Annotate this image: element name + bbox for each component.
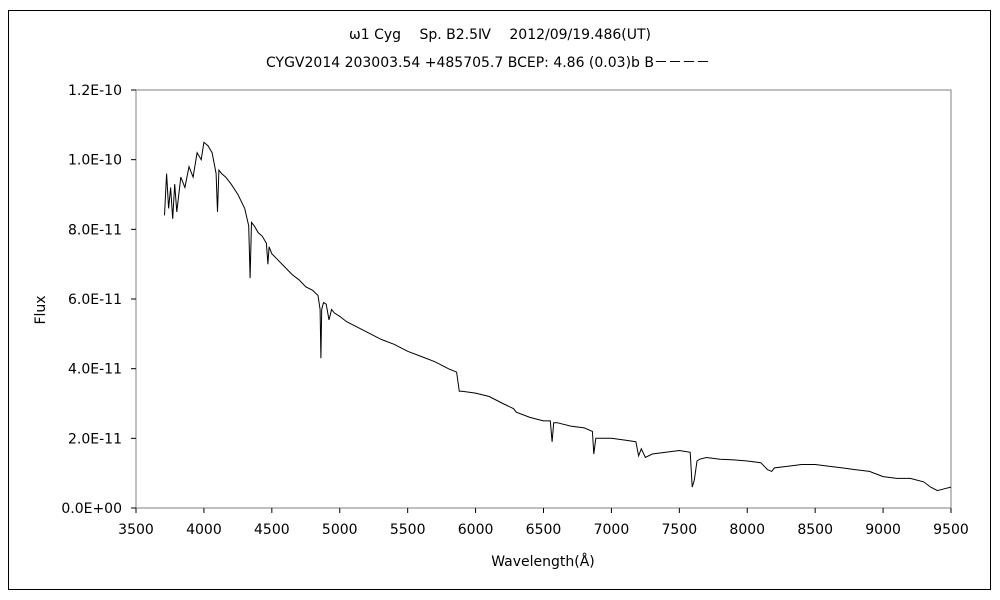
x-tick-label: 7500 xyxy=(662,522,698,538)
x-tick-label: 6500 xyxy=(526,522,562,538)
spectrum-line xyxy=(164,141,952,492)
chart-frame xyxy=(8,10,991,590)
y-tick-label: 6.0E-11 xyxy=(68,292,122,308)
x-tick-label: 7000 xyxy=(594,522,630,538)
plot-area xyxy=(135,89,952,509)
x-tick-label: 8500 xyxy=(797,522,833,538)
chart-title: ω1 Cyg Sp. B2.5Ⅳ 2012/09/19.486(UT) xyxy=(349,27,651,43)
y-tick-label: 2.0E-11 xyxy=(68,431,122,447)
x-tick-label: 6000 xyxy=(458,522,494,538)
x-tick-label: 9500 xyxy=(933,522,969,538)
y-tick-label: 1.2E-10 xyxy=(68,83,122,99)
x-tick-label: 5000 xyxy=(322,522,358,538)
x-axis: 3500 4000 4500 5000 5500 6000 6500 7000 7500 8000… xyxy=(118,508,969,538)
x-tick-label: 4500 xyxy=(254,522,290,538)
y-tick-label: 1.0E-10 xyxy=(68,153,122,169)
x-tick-label: 9000 xyxy=(865,522,901,538)
x-tick-label: 5500 xyxy=(390,522,426,538)
y-tick-label: 0.0E+00 xyxy=(61,501,122,517)
y-tick-label: 4.0E-11 xyxy=(68,362,122,378)
y-axis-label: Flux xyxy=(33,295,49,324)
x-axis-label: Wavelength(Å) xyxy=(491,553,595,570)
chart-subtitle: CYGV2014 203003.54 +485705.7 BCEP: 4.86 … xyxy=(266,55,710,71)
x-tick-label: 3500 xyxy=(118,522,154,538)
x-tick-label: 8000 xyxy=(729,522,765,538)
y-axis: 0.0E+00 2.0E-11 4.0E-11 6.0E-11 8.0E-11 1.0E-… xyxy=(61,83,136,517)
y-tick-label: 8.0E-11 xyxy=(68,222,122,238)
x-tick-label: 4000 xyxy=(186,522,222,538)
